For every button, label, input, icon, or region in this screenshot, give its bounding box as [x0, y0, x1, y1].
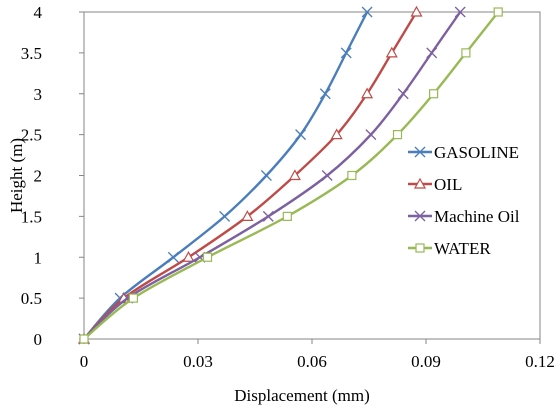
data-point-water	[79, 334, 89, 344]
legend-marker-water	[415, 243, 425, 253]
data-point-water	[429, 89, 439, 99]
data-point-water	[202, 252, 213, 262]
data-point-water	[128, 293, 138, 303]
x-tick-label: 0.09	[411, 352, 441, 371]
data-point-oil	[361, 87, 374, 99]
data-point-machine-oil	[365, 129, 377, 141]
legend-label-oil: OIL	[434, 175, 462, 194]
x-tick-label: 0	[80, 352, 89, 371]
x-axis-title: Displacement (mm)	[234, 386, 370, 405]
data-point-oil	[241, 210, 254, 221]
data-point-gasoline	[361, 6, 373, 18]
data-point-water	[347, 170, 357, 181]
y-tick-label: 2	[34, 167, 43, 186]
data-point-oil	[330, 128, 343, 140]
x-tick-label: 0.03	[183, 352, 213, 371]
y-tick-label: 2.5	[21, 126, 42, 145]
y-tick-label: 1.5	[21, 207, 42, 226]
y-tick-label: 1	[34, 248, 43, 267]
series-line-machine-oil	[83, 11, 462, 340]
data-point-gasoline	[319, 88, 331, 100]
x-tick-label: 0.06	[297, 352, 327, 371]
data-point-gasoline	[167, 251, 179, 263]
series-line-gasoline	[83, 11, 369, 340]
series-line-water	[83, 11, 500, 340]
data-point-machine-oil	[397, 88, 409, 100]
data-point-machine-oil	[262, 210, 274, 222]
data-point-machine-oil	[454, 6, 466, 18]
data-point-water	[282, 211, 292, 221]
data-point-gasoline	[260, 170, 272, 181]
data-point-oil	[182, 251, 195, 262]
legend-label-gasoline: GASOLINE	[434, 143, 519, 162]
y-tick-label: 4	[34, 3, 43, 22]
y-tick-label: 3.5	[21, 44, 42, 63]
y-tick-label: 0.5	[21, 289, 42, 308]
y-tick-label: 0	[34, 330, 43, 349]
data-point-water	[493, 7, 503, 17]
data-point-gasoline	[295, 129, 307, 141]
legend-label-water: WATER	[434, 239, 491, 258]
legend-marker-gasoline	[414, 146, 426, 158]
series-line-oil	[83, 11, 418, 340]
data-point-oil	[410, 5, 423, 17]
data-point-machine-oil	[321, 170, 333, 181]
data-point-machine-oil	[426, 47, 438, 59]
data-point-gasoline	[340, 47, 352, 59]
x-tick-label: 0.12	[525, 352, 555, 371]
data-point-gasoline	[219, 210, 231, 222]
legend-label-machine-oil: Machine Oil	[434, 207, 520, 226]
plot-frame	[83, 11, 541, 340]
data-point-water	[461, 48, 471, 58]
data-point-water	[392, 130, 403, 140]
legend-marker-machine-oil	[414, 210, 426, 222]
data-point-oil	[288, 169, 301, 181]
legend-marker-oil	[413, 177, 427, 189]
y-axis-title: Height (m)	[7, 138, 26, 213]
y-tick-label: 3	[34, 85, 43, 104]
data-point-oil	[385, 46, 398, 58]
